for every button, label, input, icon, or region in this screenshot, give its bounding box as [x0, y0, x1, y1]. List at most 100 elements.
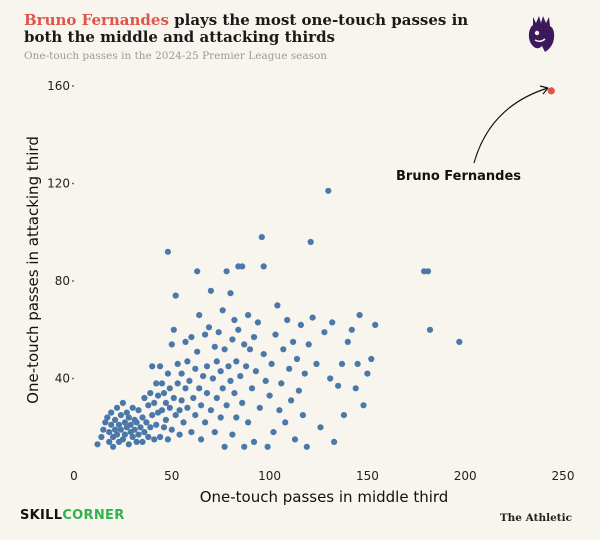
data-point	[121, 419, 128, 426]
data-point	[119, 436, 126, 443]
data-point	[239, 399, 246, 406]
data-point	[186, 377, 193, 384]
data-point	[113, 431, 121, 438]
data-point	[129, 404, 136, 411]
data-point	[155, 392, 162, 399]
data-point	[158, 380, 166, 387]
data-point	[135, 407, 142, 414]
data-point	[202, 419, 209, 426]
data-point	[338, 360, 346, 367]
premier-league-lion-icon	[528, 16, 555, 52]
data-point	[149, 412, 156, 419]
data-point	[176, 431, 183, 438]
data-point	[327, 375, 334, 382]
data-point	[110, 443, 117, 450]
the-athletic-logo: The Athletic	[499, 512, 572, 524]
data-point	[113, 404, 121, 411]
data-point	[131, 426, 138, 433]
data-point	[178, 370, 185, 377]
data-point	[209, 375, 216, 382]
data-point	[117, 426, 124, 433]
y-tick-mark	[72, 85, 74, 87]
data-point	[121, 431, 128, 438]
data-point	[227, 290, 234, 297]
data-point	[241, 443, 248, 450]
data-point	[172, 412, 179, 419]
data-point	[313, 360, 320, 367]
data-point	[225, 363, 232, 370]
y-tick-label: 120	[47, 177, 70, 191]
y-tick-mark	[72, 280, 74, 282]
data-point	[170, 394, 177, 402]
data-point	[174, 380, 181, 387]
data-point	[217, 414, 224, 421]
data-point	[141, 429, 148, 436]
data-point	[166, 404, 173, 411]
data-point	[153, 380, 160, 387]
data-point	[166, 385, 173, 392]
data-point	[424, 268, 432, 275]
data-point	[344, 338, 351, 345]
data-point	[360, 402, 367, 409]
data-point	[188, 334, 195, 341]
data-point	[207, 407, 214, 414]
data-point	[147, 424, 154, 431]
data-point	[258, 234, 265, 241]
data-point	[317, 424, 324, 431]
data-point	[301, 370, 308, 377]
data-point	[297, 321, 304, 328]
data-point	[145, 433, 152, 441]
data-point	[245, 419, 252, 426]
data-point	[182, 338, 189, 345]
data-point	[270, 429, 277, 436]
x-axis-title: One-touch passes in middle third	[200, 488, 449, 506]
data-point	[227, 377, 234, 384]
data-point	[133, 419, 140, 426]
data-point	[241, 341, 248, 348]
data-point	[164, 436, 171, 443]
data-point	[278, 380, 285, 387]
data-point	[139, 414, 146, 421]
data-point	[293, 355, 301, 363]
data-point	[198, 402, 205, 409]
y-tick-label: 80	[55, 274, 70, 288]
data-point	[194, 348, 201, 355]
chart-subtitle: One-touch passes in the 2024-25 Premier …	[24, 50, 328, 62]
data-point	[108, 421, 115, 428]
data-points	[94, 187, 463, 450]
data-point-bruno-fernandes	[547, 87, 555, 95]
data-point	[207, 287, 214, 294]
data-point	[239, 263, 246, 270]
data-point	[221, 443, 228, 450]
data-point	[211, 343, 218, 350]
data-point	[198, 436, 205, 443]
data-point	[205, 324, 213, 331]
data-point	[288, 397, 295, 404]
data-point	[233, 358, 240, 365]
data-point	[250, 438, 258, 445]
data-point	[133, 438, 140, 445]
data-point	[190, 394, 197, 402]
data-point	[143, 419, 150, 426]
data-point	[282, 419, 289, 426]
data-point	[340, 412, 347, 419]
data-point	[188, 429, 195, 436]
data-point	[162, 416, 169, 423]
data-point	[168, 341, 175, 348]
data-point	[356, 312, 363, 319]
data-point	[164, 370, 171, 377]
data-point	[100, 426, 107, 433]
data-point	[233, 414, 240, 421]
data-point	[164, 248, 171, 255]
data-point	[426, 326, 434, 333]
data-point	[192, 365, 199, 372]
data-point	[157, 433, 164, 441]
title-highlight: Bruno Fernandes	[24, 11, 169, 29]
x-tick-label: 150	[356, 469, 379, 483]
x-tick-label: 250	[552, 469, 575, 483]
x-tick-label: 0	[70, 469, 78, 483]
data-point	[192, 412, 199, 419]
data-point	[151, 399, 158, 406]
data-point	[268, 360, 275, 367]
